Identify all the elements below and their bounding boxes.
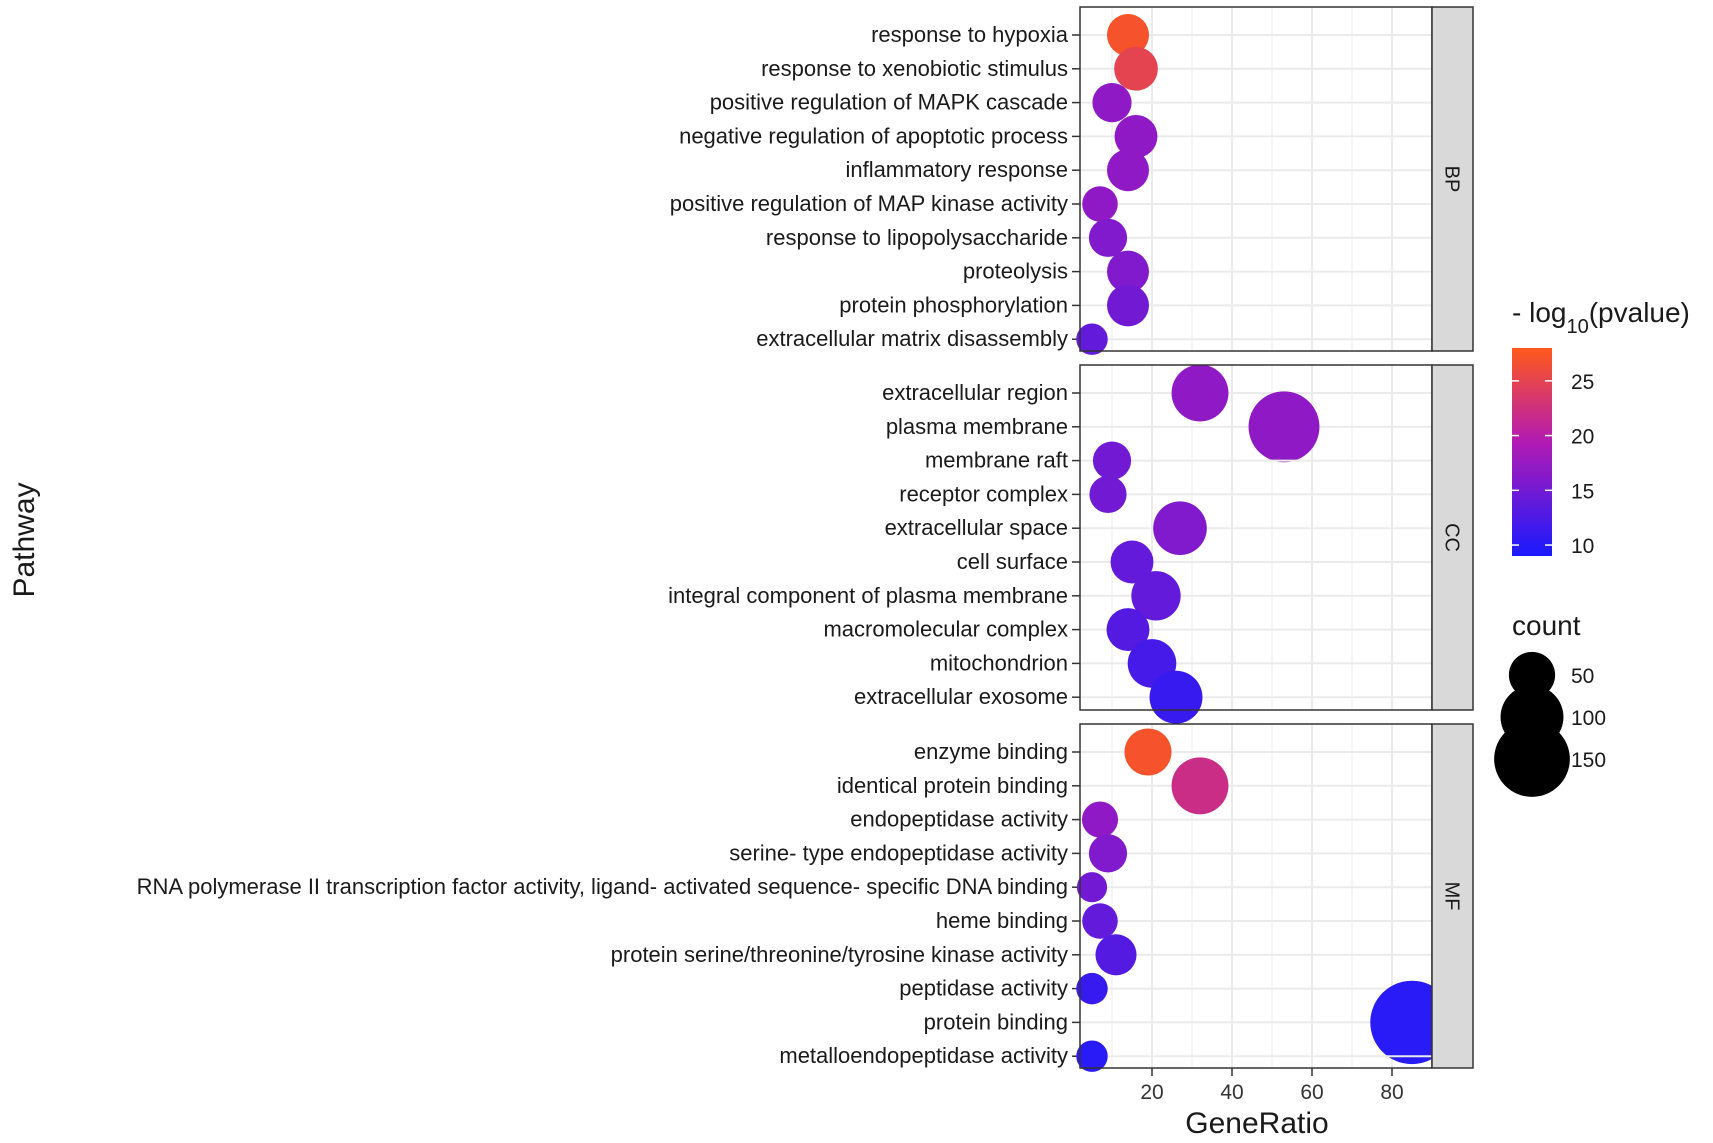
x-tick-label: 40 [1220,1081,1243,1104]
data-point [1107,284,1149,327]
category-label: receptor complex [899,481,1068,506]
data-point [1076,1040,1108,1072]
data-point [1107,149,1149,192]
data-point [1171,757,1229,815]
data-point [1149,670,1203,724]
size-legend-label: 50 [1571,665,1594,688]
category-label: positive regulation of MAP kinase activi… [670,191,1068,216]
x-tick-label: 20 [1140,1081,1163,1104]
category-label: enzyme binding [914,739,1068,764]
panel-mf: enzyme binding identical protein binding e… [137,723,1474,1072]
category-label: identical protein binding [837,773,1068,798]
size-legend-key [1494,721,1570,797]
category-label: negative regulation of apoptotic process [679,123,1068,148]
data-point [1107,14,1149,56]
size-legend-key [1508,651,1556,699]
x-tick-label: 80 [1380,1081,1403,1104]
category-label: peptidase activity [899,976,1068,1001]
category-label: serine- type endopeptidase activity [729,840,1068,865]
category-label: extracellular exosome [854,684,1068,709]
y-axis-title: Pathway [8,482,41,597]
panel-strip [1431,6,1474,352]
size-legend-label: 100 [1571,707,1606,730]
data-point [1092,441,1132,480]
panel-cc: extracellular region plasma membrane membr… [668,364,1474,724]
category-label: positive regulation of MAPK cascade [710,90,1068,115]
size-legend-title: count [1512,610,1581,641]
category-label: mitochondrion [930,650,1068,675]
size-legend-label: 150 [1571,749,1606,772]
x-axis: 20 40 60 80 [1140,1068,1404,1104]
data-point [1076,872,1108,903]
category-label: RNA polymerase II transcription factor a… [137,874,1068,899]
size-legend: count 50 100 150 [1494,610,1606,797]
category-label: plasma membrane [886,414,1068,439]
data-point [1124,728,1172,776]
data-point [1089,475,1127,513]
data-point [1114,46,1158,91]
category-label: protein binding [924,1009,1068,1034]
category-label: extracellular space [885,515,1068,540]
category-label: cell surface [957,549,1068,574]
data-point [1082,186,1118,222]
data-point [1088,218,1128,257]
colorbar-tick-label: 20 [1571,426,1594,449]
category-label: membrane raft [925,448,1068,473]
category-label: response to lipopolysaccharide [766,225,1068,250]
colorbar-tick-label: 25 [1571,371,1594,394]
category-label: proteolysis [963,259,1068,284]
colorbar-tick-label: 15 [1571,480,1594,503]
strip-label: MF [1441,882,1463,911]
data-point [1088,834,1128,873]
category-label: heme binding [936,908,1068,933]
category-label: protein phosphorylation [839,292,1068,317]
data-point [1171,364,1229,422]
data-point [1131,571,1181,621]
data-point [1082,903,1118,939]
colorbar [1512,348,1552,556]
colorbar-tick-label: 10 [1571,535,1594,558]
category-label: endopeptidase activity [850,807,1068,832]
panels-layer: response to hypoxia response to xenobioti… [137,6,1474,1072]
data-point [1153,501,1207,556]
data-point [1095,934,1137,976]
data-point [1076,323,1108,355]
strip-label: CC [1441,523,1463,552]
category-label: metalloendopeptidase activity [779,1043,1068,1068]
data-point [1081,801,1119,838]
data-point [1248,391,1320,463]
category-label: integral component of plasma membrane [668,583,1068,608]
color-legend-title: - log10(pvalue) [1512,297,1690,338]
data-point [1107,250,1149,293]
data-point [1076,972,1108,1005]
data-point [1106,608,1150,652]
category-label: response to hypoxia [871,22,1069,47]
category-label: macromolecular complex [823,617,1068,642]
panel-strip [1431,723,1474,1069]
category-label: response to xenobiotic stimulus [761,56,1068,81]
category-label: extracellular region [882,380,1068,405]
data-point [1114,114,1158,158]
x-tick-label: 60 [1300,1081,1323,1104]
panel-strip [1431,364,1474,711]
color-legend: - log10(pvalue) 10 15 20 25 [1512,297,1690,558]
x-axis-title: GeneRatio [1185,1107,1328,1140]
strip-label: BP [1441,166,1463,193]
data-point [1110,540,1154,584]
category-label: inflammatory response [845,157,1068,182]
category-label: extracellular matrix disassembly [756,326,1068,351]
data-point [1092,83,1132,123]
panel-bp: response to hypoxia response to xenobioti… [670,6,1474,355]
category-label: protein serine/threonine/tyrosine kinase… [611,942,1068,967]
